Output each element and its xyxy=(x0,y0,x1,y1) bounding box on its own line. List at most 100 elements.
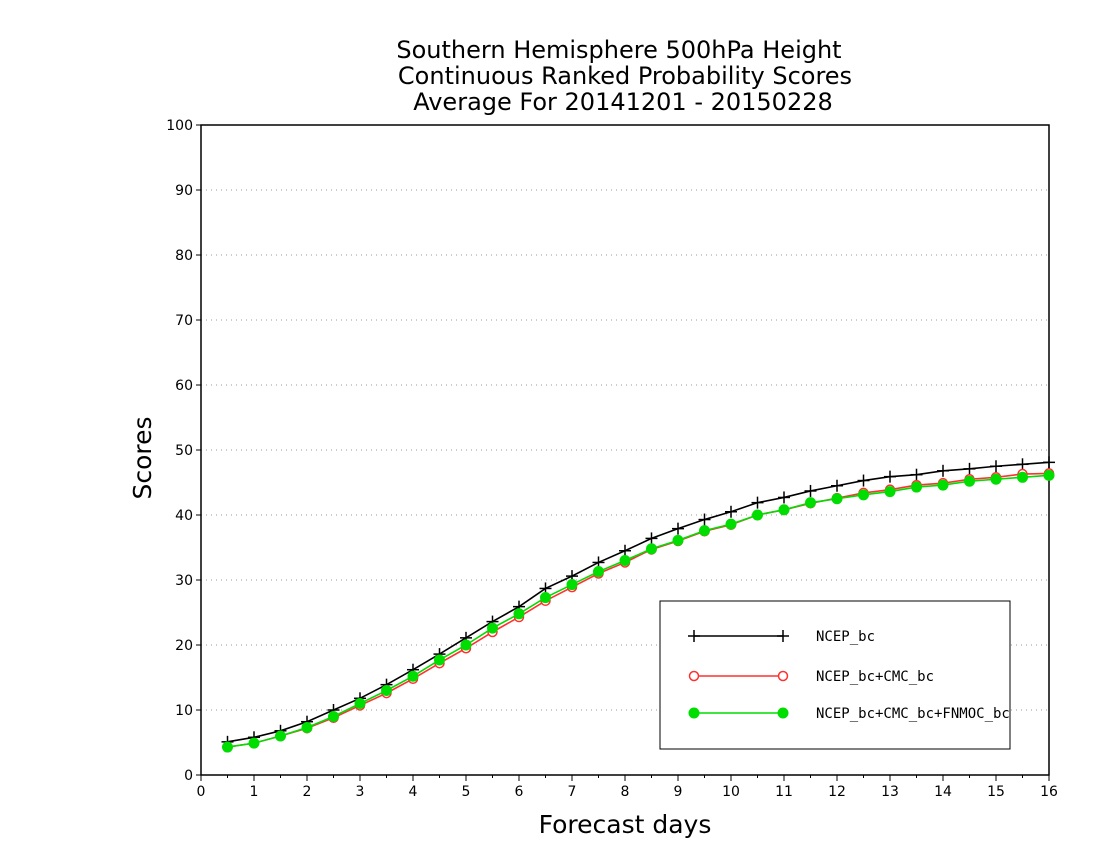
y-tick-label: 100 xyxy=(166,118,193,134)
legend-label: NCEP_bc xyxy=(816,629,875,645)
series-1 xyxy=(221,456,1055,748)
title-line-2: Continuous Ranked Probability Scores xyxy=(398,62,852,90)
data-point xyxy=(937,464,949,477)
legend-label: NCEP_bc+CMC_bc+FNMOC_bc xyxy=(816,706,1010,722)
y-tick-label: 0 xyxy=(184,768,193,784)
x-axis-title: Forecast days xyxy=(539,810,712,839)
y-tick-label: 20 xyxy=(175,638,193,654)
data-point xyxy=(566,579,578,591)
x-tick-label: 14 xyxy=(934,784,952,800)
data-point xyxy=(937,479,949,491)
data-point xyxy=(698,513,711,526)
data-point xyxy=(328,711,339,722)
y-tick-label: 10 xyxy=(175,703,193,719)
data-point xyxy=(460,639,472,651)
data-point xyxy=(672,522,684,535)
x-tick-label: 11 xyxy=(775,784,793,800)
y-tick-label: 40 xyxy=(175,508,193,524)
legend-label: NCEP_bc+CMC_bc xyxy=(816,669,934,685)
x-tick-label: 12 xyxy=(828,784,846,800)
data-point xyxy=(645,532,658,545)
data-point xyxy=(858,489,869,501)
legend-marker xyxy=(688,707,700,719)
data-point xyxy=(407,670,419,682)
legend-marker xyxy=(688,630,700,642)
x-tick-label: 6 xyxy=(515,784,524,800)
y-tick-label: 70 xyxy=(175,313,193,329)
data-point xyxy=(910,468,923,481)
x-tick-label: 5 xyxy=(462,784,471,800)
title-line-1: Southern Hemisphere 500hPa Height xyxy=(396,36,841,64)
y-tick-label: 50 xyxy=(175,443,193,459)
y-tick-label: 90 xyxy=(175,183,193,199)
x-tick-label: 7 xyxy=(568,784,577,800)
data-point xyxy=(619,555,631,566)
x-tick-label: 2 xyxy=(303,784,312,800)
data-point xyxy=(699,525,710,537)
legend-marker xyxy=(688,670,700,682)
data-point xyxy=(487,622,498,634)
legend-marker xyxy=(777,707,789,719)
x-tick-label: 16 xyxy=(1040,784,1058,800)
x-tick-label: 1 xyxy=(250,784,259,800)
data-point xyxy=(964,475,975,487)
legend-marker xyxy=(777,670,789,682)
x-tick-label: 9 xyxy=(674,784,683,800)
x-tick-label: 13 xyxy=(881,784,899,800)
data-point xyxy=(990,460,1002,473)
y-tick-label: 80 xyxy=(175,248,193,264)
data-point xyxy=(831,493,843,505)
data-point xyxy=(381,685,392,696)
title-line-3: Average For 20141201 - 20150228 xyxy=(413,88,833,116)
data-point xyxy=(725,505,737,518)
data-point xyxy=(275,730,286,742)
x-tick-label: 4 xyxy=(409,784,418,800)
x-tick-label: 15 xyxy=(987,784,1005,800)
data-point xyxy=(752,509,763,521)
data-point xyxy=(434,654,445,666)
data-point xyxy=(1043,469,1055,481)
legend-entry-1: NCEP_bc xyxy=(688,629,875,645)
data-point xyxy=(831,479,843,492)
data-point xyxy=(301,722,313,734)
chart-title: Southern Hemisphere 500hPa Height Contin… xyxy=(396,36,852,116)
data-point xyxy=(778,491,790,504)
data-point xyxy=(593,566,604,578)
data-point xyxy=(1043,456,1055,469)
data-point xyxy=(963,462,976,475)
legend-entry-3: NCEP_bc+CMC_bc+FNMOC_bc xyxy=(688,706,1010,722)
y-tick-label: 30 xyxy=(175,573,193,589)
y-tick-label: 60 xyxy=(175,378,193,394)
x-tick-label: 3 xyxy=(356,784,365,800)
data-point xyxy=(354,698,366,709)
data-point xyxy=(248,737,260,749)
data-point xyxy=(805,497,816,509)
data-point xyxy=(1017,471,1028,483)
data-point xyxy=(513,608,525,620)
legend-entry-2: NCEP_bc+CMC_bc xyxy=(688,669,934,685)
data-point xyxy=(540,592,551,604)
x-tick-label: 8 xyxy=(621,784,630,800)
x-tick-label: 10 xyxy=(722,784,740,800)
data-point xyxy=(911,481,922,493)
data-point xyxy=(857,474,870,487)
data-point xyxy=(672,534,684,546)
data-point xyxy=(646,543,657,555)
data-point xyxy=(884,470,896,483)
x-tick-label: 0 xyxy=(197,784,206,800)
legend-box xyxy=(659,600,1011,750)
series-3 xyxy=(222,469,1055,753)
data-point xyxy=(884,486,896,498)
data-point xyxy=(990,473,1002,485)
series-lines xyxy=(221,456,1055,753)
data-point xyxy=(725,518,737,530)
data-point xyxy=(619,544,631,557)
legend: NCEP_bc NCEP_bc+CMC_bc NCEP_bc+CMC_bc+FNMO… xyxy=(659,600,1011,750)
legend-marker xyxy=(777,630,789,642)
y-axis-title: Scores xyxy=(128,416,157,499)
data-point xyxy=(804,484,817,497)
data-point xyxy=(778,504,790,516)
data-point xyxy=(1016,458,1029,471)
